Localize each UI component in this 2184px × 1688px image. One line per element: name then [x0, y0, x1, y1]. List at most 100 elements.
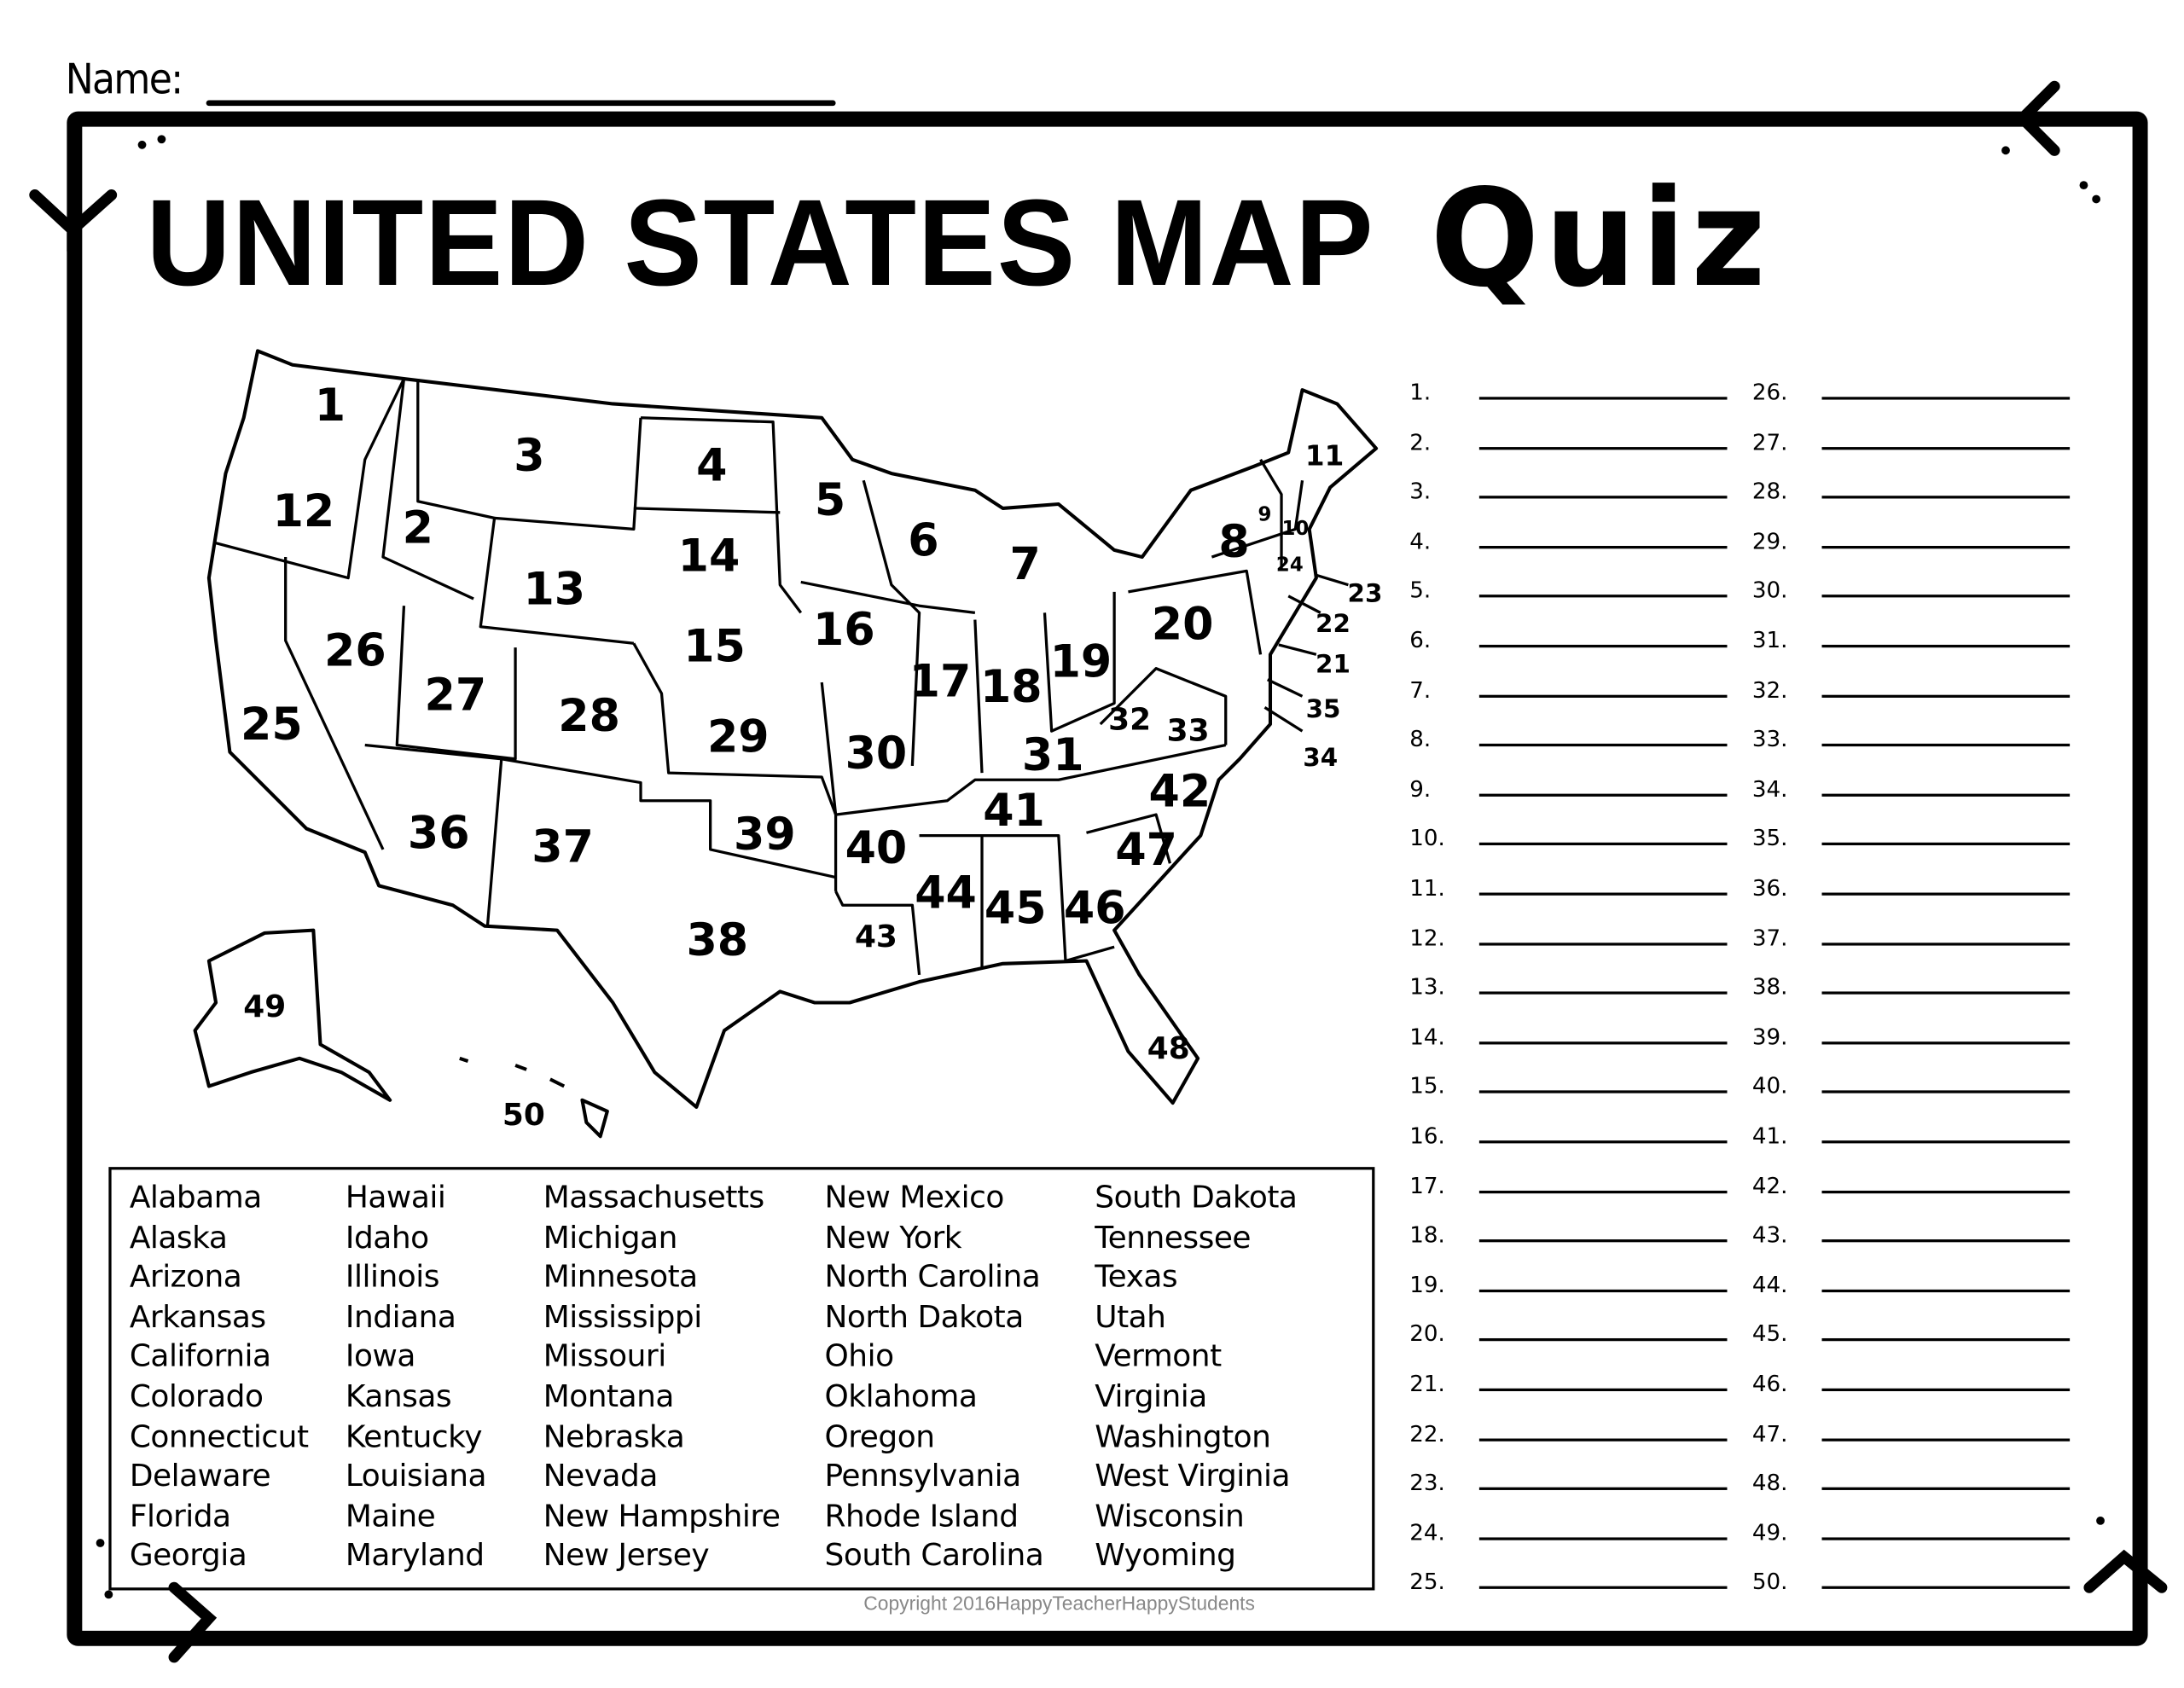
answer-row: 16. — [1409, 1122, 1744, 1164]
state-number-31: 31 — [1022, 730, 1084, 781]
answer-row: 47. — [1752, 1420, 2087, 1462]
answer-blank[interactable] — [1478, 1338, 1728, 1342]
word-bank-item: Texas — [1095, 1260, 1178, 1296]
word-bank-item: North Carolina — [824, 1260, 1041, 1296]
answer-blank[interactable] — [1821, 1437, 2071, 1441]
state-number-42: 42 — [1149, 766, 1211, 817]
answer-blank[interactable] — [1478, 644, 1728, 648]
answer-number: 19. — [1409, 1271, 1445, 1298]
word-bank-item: Ohio — [824, 1340, 895, 1376]
answer-blank[interactable] — [1821, 1388, 2071, 1392]
word-bank-column: Alabama Alaska Arizona Arkansas California Co… — [130, 1180, 309, 1578]
answer-row: 3. — [1409, 478, 1744, 519]
answer-blank[interactable] — [1478, 942, 1728, 945]
answer-blank[interactable] — [1821, 496, 2071, 499]
answer-blank[interactable] — [1478, 1140, 1728, 1144]
answer-number: 6. — [1409, 626, 1432, 653]
answer-number: 26. — [1751, 379, 1788, 406]
answer-blank[interactable] — [1478, 1586, 1728, 1590]
answer-row: 13. — [1409, 974, 1744, 1016]
word-bank-item: Georgia — [129, 1539, 247, 1575]
answer-blank[interactable] — [1478, 545, 1728, 548]
word-bank-item: Minnesota — [543, 1260, 698, 1296]
state-number-41: 41 — [983, 786, 1045, 837]
word-bank-item: Louisiana — [345, 1459, 487, 1495]
answer-row: 49. — [1752, 1519, 2087, 1561]
answer-blank[interactable] — [1478, 496, 1728, 499]
answer-number: 35. — [1751, 825, 1788, 852]
word-bank-item: South Dakota — [1095, 1180, 1298, 1216]
answer-blank[interactable] — [1478, 1091, 1728, 1094]
answer-blank[interactable] — [1821, 1140, 2071, 1144]
answer-blank[interactable] — [1821, 1289, 2071, 1292]
answer-blank[interactable] — [1821, 1190, 2071, 1193]
answer-row: 43. — [1752, 1221, 2087, 1263]
answer-blank[interactable] — [1478, 1239, 1728, 1243]
answer-row: 6. — [1409, 627, 1744, 669]
answer-blank[interactable] — [1478, 1388, 1728, 1392]
answer-row: 38. — [1752, 974, 2087, 1016]
answer-number: 30. — [1751, 577, 1788, 604]
answer-blank[interactable] — [1478, 595, 1728, 599]
answer-blank[interactable] — [1821, 1586, 2071, 1590]
answer-blank[interactable] — [1478, 1041, 1728, 1045]
answer-blank[interactable] — [1478, 892, 1728, 896]
answer-blank[interactable] — [1478, 1190, 1728, 1193]
answer-blank[interactable] — [1821, 1239, 2071, 1243]
answer-blank[interactable] — [1821, 1041, 2071, 1045]
answer-blank[interactable] — [1821, 793, 2071, 797]
word-bank-column: Hawaii Idaho Illinois Indiana Iowa Kansas Kent… — [345, 1180, 487, 1578]
word-bank-item: Connecticut — [129, 1419, 309, 1455]
answer-blank[interactable] — [1478, 1487, 1728, 1491]
answer-row: 44. — [1752, 1271, 2087, 1313]
answer-blank[interactable] — [1821, 1091, 2071, 1094]
answer-number: 42. — [1751, 1172, 1788, 1199]
answer-blank[interactable] — [1478, 1289, 1728, 1292]
answer-blank[interactable] — [1821, 694, 2071, 698]
answer-number: 15. — [1409, 1072, 1445, 1099]
word-bank-column: New Mexico New York North Carolina North Da… — [825, 1180, 1044, 1578]
page-frame — [67, 111, 2148, 1646]
corner-arrow-icon — [2083, 1549, 2168, 1593]
answer-blank[interactable] — [1821, 397, 2071, 400]
answer-blank[interactable] — [1821, 545, 2071, 548]
answer-blank[interactable] — [1821, 744, 2071, 747]
answer-blank[interactable] — [1478, 843, 1728, 846]
answer-number: 22. — [1409, 1419, 1445, 1447]
answer-number: 39. — [1751, 1023, 1788, 1050]
answer-blank[interactable] — [1821, 1537, 2071, 1540]
answer-number: 24. — [1409, 1518, 1445, 1546]
answer-blank[interactable] — [1821, 942, 2071, 945]
answer-blank[interactable] — [1821, 1338, 2071, 1342]
state-number-40: 40 — [845, 823, 908, 874]
word-bank-column: Massachusetts Michigan Minnesota Mississipp… — [543, 1180, 781, 1578]
answer-blank[interactable] — [1478, 744, 1728, 747]
answer-blank[interactable] — [1821, 446, 2071, 450]
answer-blank[interactable] — [1821, 892, 2071, 896]
state-number-14: 14 — [678, 531, 741, 582]
answer-row: 8. — [1409, 726, 1744, 768]
answer-blank[interactable] — [1478, 793, 1728, 797]
answer-number: 3. — [1409, 478, 1432, 505]
answer-blank[interactable] — [1478, 1437, 1728, 1441]
answer-blank[interactable] — [1478, 1537, 1728, 1540]
answer-blank[interactable] — [1821, 843, 2071, 846]
answer-blank[interactable] — [1478, 694, 1728, 698]
answer-blank[interactable] — [1478, 397, 1728, 400]
answer-blank[interactable] — [1821, 644, 2071, 648]
answer-row: 34. — [1752, 775, 2087, 817]
answer-blank[interactable] — [1478, 446, 1728, 450]
word-bank-item: Montana — [543, 1379, 675, 1415]
answer-blank[interactable] — [1821, 991, 2071, 995]
answer-row: 40. — [1752, 1073, 2087, 1115]
answer-row: 41. — [1752, 1122, 2087, 1164]
answer-blank[interactable] — [1821, 595, 2071, 599]
answer-blank[interactable] — [1821, 1487, 2071, 1491]
state-number-22: 22 — [1316, 609, 1350, 638]
answer-row: 33. — [1752, 726, 2087, 768]
answer-row: 50. — [1752, 1569, 2087, 1610]
name-field[interactable] — [206, 100, 836, 107]
answer-row: 10. — [1409, 825, 1744, 867]
answer-blank[interactable] — [1478, 991, 1728, 995]
